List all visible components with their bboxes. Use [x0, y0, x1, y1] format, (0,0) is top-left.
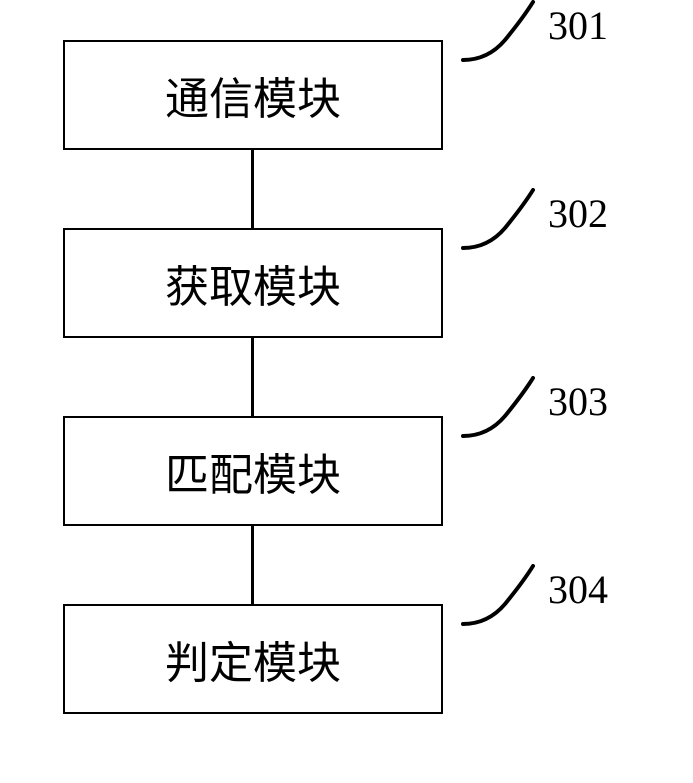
- node-label: 匹配模块: [165, 439, 341, 503]
- node-acquisition-module: 获取模块: [63, 228, 443, 338]
- node-communication-module: 通信模块: [63, 40, 443, 150]
- diagram-canvas: 通信模块 301 获取模块 302 匹配模块 303 判定模块 304: [0, 0, 693, 783]
- connector: [251, 338, 254, 416]
- connector: [251, 150, 254, 228]
- callout-label-302: 302: [548, 190, 608, 237]
- node-judgment-module: 判定模块: [63, 604, 443, 714]
- node-matching-module: 匹配模块: [63, 416, 443, 526]
- callout-label-303: 303: [548, 378, 608, 425]
- callout-label-304: 304: [548, 566, 608, 613]
- node-label: 获取模块: [165, 251, 341, 315]
- callout-label-301: 301: [548, 2, 608, 49]
- node-label: 通信模块: [165, 63, 341, 127]
- connector: [251, 526, 254, 604]
- node-label: 判定模块: [165, 627, 341, 691]
